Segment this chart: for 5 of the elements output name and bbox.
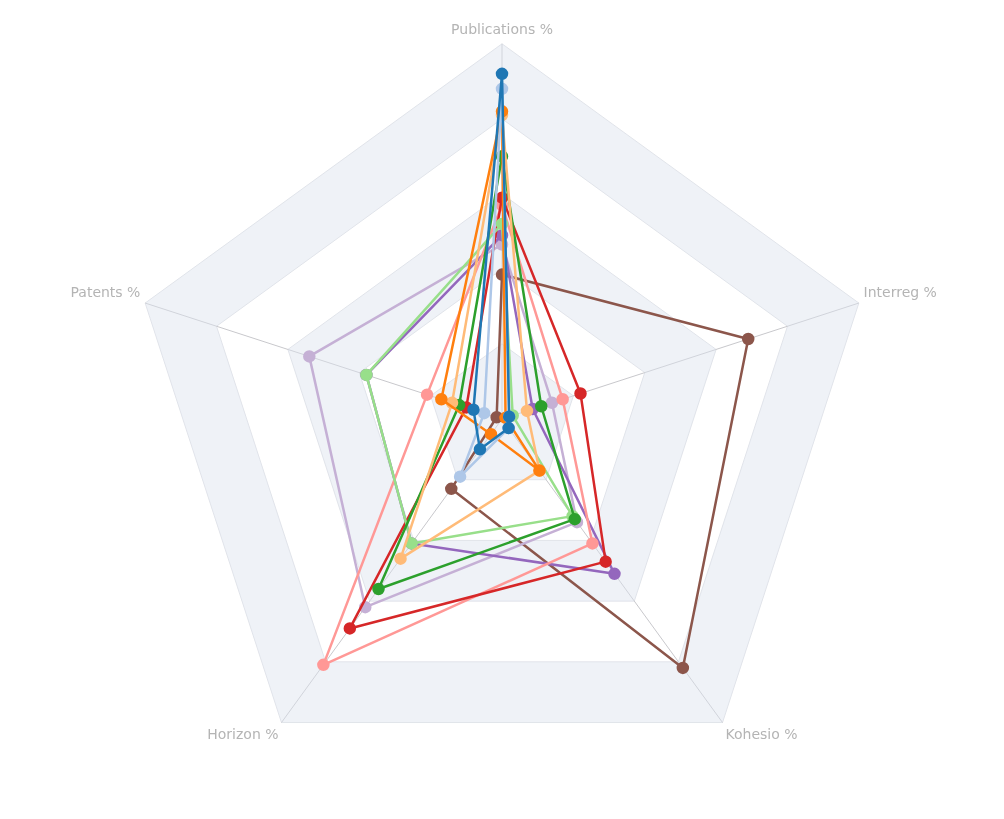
spoke-label: Patents % [70, 283, 141, 300]
spoke-label: Horizon % [207, 725, 279, 742]
spoke-label: Kohesio % [725, 725, 798, 742]
spoke-label: Interreg % [863, 283, 937, 300]
spoke-label: Publications % [451, 21, 553, 38]
